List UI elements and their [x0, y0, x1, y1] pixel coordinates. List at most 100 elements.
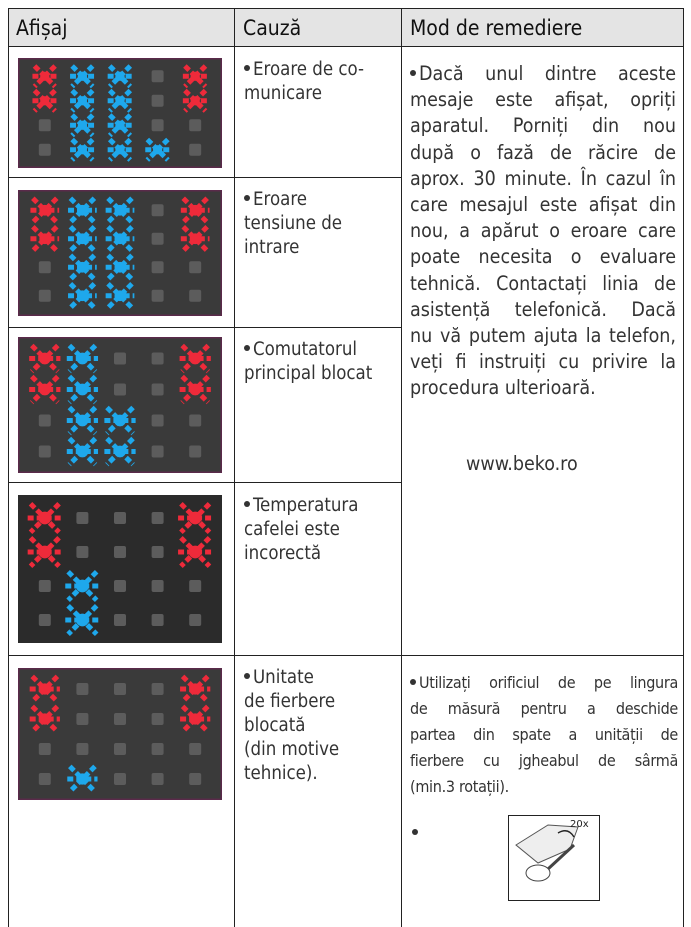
icon-dim [114, 683, 126, 695]
cause-line: principal blocat [244, 362, 372, 386]
icon-dim [151, 580, 164, 592]
header-cell: Afișaj [8, 8, 234, 46]
icon-dim [151, 713, 164, 725]
icon-dim [151, 383, 164, 396]
remedy-line: nou, a apărut o eroare care [410, 218, 676, 244]
icon-dim [151, 512, 164, 524]
icon-dim [114, 580, 126, 592]
remedy-text: tehnică. Contactați linia de [410, 271, 676, 295]
icon-lit-core [75, 613, 89, 627]
cause-text: incorectă [244, 543, 322, 564]
icon-lit-core [188, 545, 202, 559]
remedy-line: de măsură pentru a deschide [410, 696, 678, 722]
cause-text: municare [244, 83, 322, 104]
icon-lit-core [189, 233, 201, 245]
icon-lit-core [38, 511, 52, 525]
cause-text: Unitate [253, 667, 314, 688]
icon-lit-core [115, 145, 125, 155]
remedy-line: partea din spate a unității de [410, 722, 678, 748]
cause-line: municare [244, 82, 364, 106]
cause-line: Unitate [244, 666, 339, 690]
unit-shape [515, 824, 579, 864]
cause-text: Comutatorul [253, 339, 358, 360]
icon-lit-core [38, 545, 52, 559]
remedy-text: care mesajul este afișat din [410, 192, 676, 216]
icon-lit-core [190, 96, 200, 106]
remedy-line: Utilizați orificiul de pe lingura [410, 670, 678, 696]
icon-dim [189, 580, 202, 592]
remedy-text: de măsură pentru a deschide [410, 699, 678, 718]
cause: Unitate de fierbere blocată (din motive tehn… [244, 666, 339, 786]
icon-lit [67, 764, 98, 794]
remedy-line: veți fi instruiți cu privire la [410, 349, 676, 375]
icon-lit-core [189, 713, 201, 725]
remedy-line: fierbere cu jgheabul de sârmă [410, 748, 678, 774]
bullet [244, 345, 250, 351]
icon-dim [189, 261, 202, 274]
remedy-line: asistență telefonică. Dacă [410, 297, 676, 323]
icon-dim [76, 713, 89, 725]
icon-lit-core [189, 204, 201, 216]
icon-dim [38, 743, 51, 755]
arrow [557, 830, 575, 838]
icon-lit-core [76, 352, 89, 365]
remedy-line: tehnică. Contactați linia de [410, 271, 676, 297]
remedy-line: Dacă unul dintre aceste [410, 61, 676, 87]
icon-dim [151, 70, 164, 83]
remedy-text: asistență telefonică. Dacă [410, 297, 676, 321]
rule [8, 655, 684, 656]
cause-line: tehnice). [244, 762, 339, 786]
icon-lit-core [114, 290, 126, 302]
cause: Eroare de co-municare [244, 58, 364, 106]
icon-lit-core [39, 204, 51, 216]
display-panel [18, 58, 222, 168]
remedy-text: nou, a apărut o eroare care [410, 219, 676, 243]
display-panel [18, 190, 222, 316]
icon-dim [114, 743, 126, 755]
cause-text: principal blocat [244, 363, 373, 384]
cause-text: tensiune de [244, 213, 343, 234]
icon-lit-core [114, 204, 126, 216]
cause-line: incorectă [244, 542, 358, 566]
icon-dim [189, 445, 202, 458]
remedy: Dacă unul dintre aceste mesaje este afișa… [410, 61, 676, 401]
icon-lit-core [38, 383, 51, 396]
remedy-line: nu vă putem ajuta la telefon, [410, 323, 676, 349]
icon-dim [151, 743, 164, 755]
icon-dim [151, 546, 164, 558]
cause: Temperatura cafelei este incorectă [244, 494, 358, 566]
bullet [410, 678, 416, 685]
cause: Eroare tensiune de intrare [244, 188, 342, 260]
remedy-line: procedura ulterioară. [410, 375, 676, 401]
icon-lit [180, 704, 211, 734]
website: www.beko.ro [466, 452, 578, 475]
display-panel [18, 668, 222, 800]
cause-text: Eroare [253, 189, 308, 210]
icon-dim [38, 580, 51, 592]
icon-lit-core [115, 71, 125, 81]
rule [8, 482, 402, 483]
remedy-text: aparatul. Porniți din nou [410, 114, 676, 138]
icon-lit-core [77, 145, 88, 155]
cause-text: intrare [244, 237, 300, 258]
rule [8, 8, 9, 927]
icon-lit-core [39, 233, 51, 245]
icon-lit-core [40, 71, 50, 81]
icon-dim [189, 289, 202, 302]
icon-lit-core [115, 96, 125, 106]
cause-line: de fierbere [244, 690, 339, 714]
icon-lit-core [114, 261, 126, 273]
bullet [244, 195, 250, 201]
cause-line: intrare [244, 236, 342, 260]
icon-dim [114, 352, 126, 365]
icon-dim [189, 743, 202, 755]
icon-lit-core [77, 290, 88, 302]
icon-dim [114, 773, 126, 785]
icon-dim [38, 445, 51, 458]
icon-lit-core [189, 683, 201, 695]
cause-text: Temperatura [253, 495, 359, 516]
icon-lit-core [76, 414, 89, 427]
icon-lit-core [38, 352, 51, 365]
icon-lit-core [114, 445, 126, 458]
